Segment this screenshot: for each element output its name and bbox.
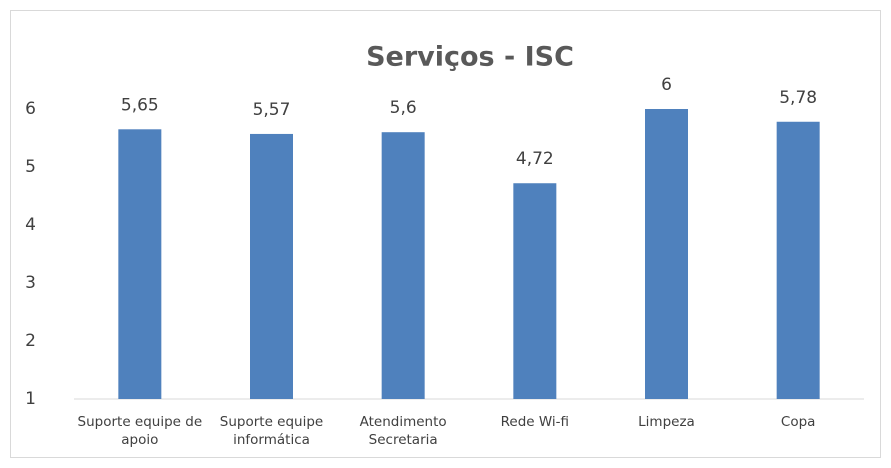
y-tick-label: 4: [25, 215, 36, 235]
y-tick-label: 2: [25, 331, 36, 351]
y-tick-label: 1: [25, 389, 36, 409]
data-label: 4,72: [516, 149, 554, 169]
chart-title: Serviços - ISC: [366, 42, 574, 73]
bar: [776, 121, 820, 399]
data-label: 5,57: [253, 100, 291, 120]
bar: [645, 109, 688, 399]
data-label: 5,78: [779, 88, 817, 108]
bar: [513, 183, 557, 399]
bar: [250, 133, 293, 399]
x-tick-label: Suporte equipe de apoio: [77, 414, 203, 448]
data-label: 5,65: [121, 95, 159, 115]
x-tick-label: Suporte equipe informática: [219, 414, 324, 448]
x-tick-label: Copa: [780, 414, 816, 430]
x-tick-label: Atendimento Secretaria: [359, 414, 447, 448]
bar: [118, 129, 162, 400]
bar: [381, 132, 425, 399]
x-tick-label: Limpeza: [638, 414, 695, 430]
y-tick-label: 3: [25, 273, 36, 293]
x-tick-label: Rede Wi-fi: [500, 414, 570, 430]
y-tick-label: 6: [25, 99, 36, 119]
y-tick-label: 5: [25, 157, 36, 177]
data-label: 6: [661, 75, 672, 95]
data-label: 5,6: [390, 98, 417, 118]
